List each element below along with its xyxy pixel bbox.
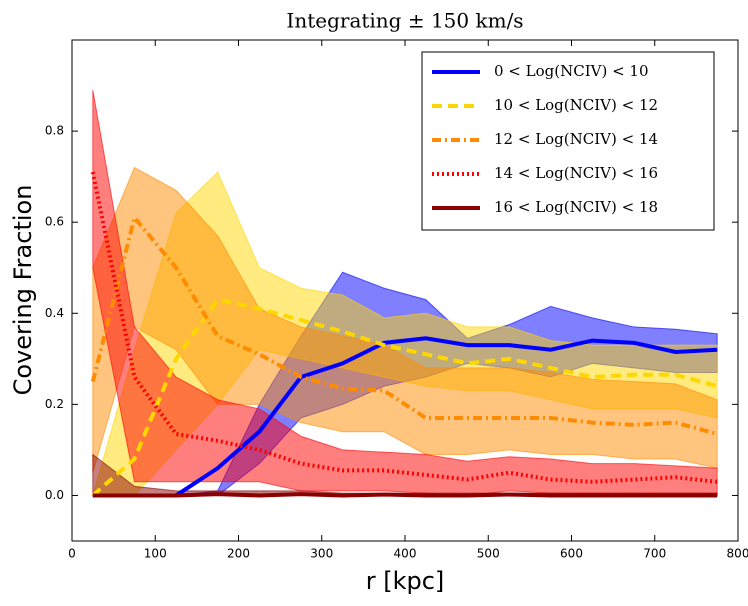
legend-box <box>421 51 715 231</box>
legend-label: 0 < Log(NCIV) < 10 <box>494 62 649 80</box>
x-tick-label: 600 <box>560 547 583 561</box>
x-tick-label: 0 <box>68 547 76 561</box>
x-axis-label: r [kpc] <box>366 567 445 595</box>
legend-label: 12 < Log(NCIV) < 14 <box>494 130 658 148</box>
y-axis-label: Covering Fraction <box>9 185 37 396</box>
x-tick-label: 500 <box>477 547 500 561</box>
line <box>90 213 718 436</box>
line <box>92 492 718 498</box>
x-tick-label: 800 <box>727 547 748 561</box>
x-tick-label: 200 <box>227 547 250 561</box>
x-tick-label: 100 <box>144 547 167 561</box>
chart-title: Integrating ± 150 km/s <box>286 9 523 33</box>
line <box>90 171 718 484</box>
y-tick-label: 0.8 <box>45 124 64 138</box>
plot <box>90 90 718 498</box>
legend-label: 14 < Log(NCIV) < 16 <box>494 164 658 182</box>
y-tick-label: 0.4 <box>45 306 64 320</box>
x-tick-label: 300 <box>310 547 333 561</box>
legend-label: 16 < Log(NCIV) < 18 <box>494 198 658 216</box>
x-tick-label: 400 <box>394 547 417 561</box>
y-tick-label: 0.2 <box>45 397 64 411</box>
y-tick-label: 0.6 <box>45 215 64 229</box>
x-tick-label: 700 <box>643 547 666 561</box>
line <box>91 297 718 497</box>
y-tick-label: 0.0 <box>45 488 64 502</box>
legend-label: 10 < Log(NCIV) < 12 <box>494 96 658 114</box>
line <box>92 336 718 498</box>
